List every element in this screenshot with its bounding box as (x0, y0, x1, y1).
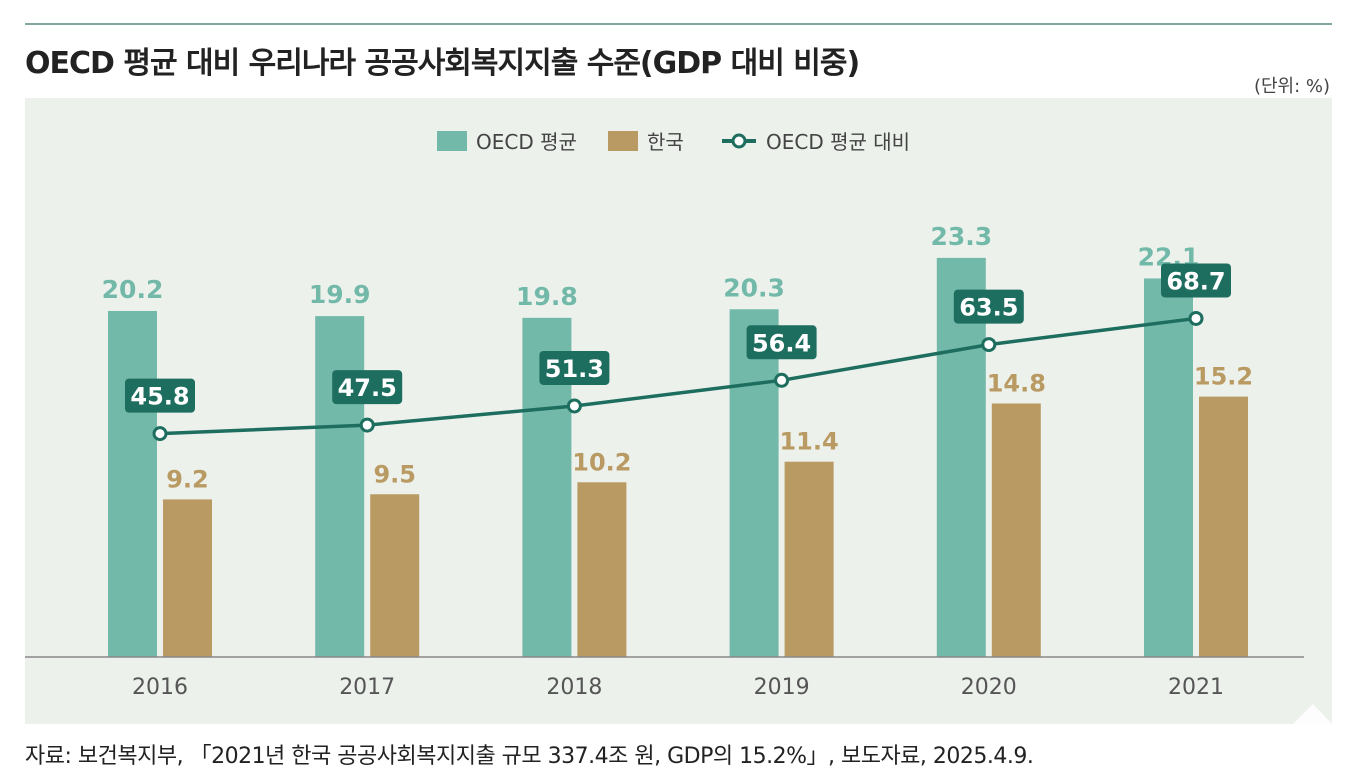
bars-layer: 20.29.219.99.519.810.220.311.423.314.822… (102, 222, 1253, 657)
legend-swatch-oecd (437, 131, 467, 151)
bar-oecd-2016 (108, 310, 157, 657)
bar-korea-2019 (784, 461, 834, 657)
ratio-point-2018 (566, 398, 582, 414)
legend-label-ratio: OECD 평균 대비 (766, 130, 910, 154)
ratio-label-2018: 51.3 (545, 355, 604, 383)
source-note: 자료: 보건복지부, 「2021년 한국 공공사회복지지출 규모 337.4조 … (25, 744, 1034, 769)
ratio-line (159, 316, 1197, 436)
ratio-label-2021: 68.7 (1166, 267, 1225, 295)
bar-korea-2017 (370, 494, 420, 657)
ratio-label-2016: 45.8 (130, 383, 189, 411)
label-oecd-2016: 20.2 (102, 275, 164, 304)
tick-label-2016: 2016 (132, 675, 188, 700)
ratio-point-2021 (1188, 310, 1204, 326)
ratio-label-box-2017 (332, 370, 403, 405)
ratio-point-2016 (152, 426, 168, 442)
ratio-label-2019: 56.4 (752, 329, 811, 357)
label-korea-2016: 9.2 (166, 465, 209, 493)
label-korea-2020: 14.8 (987, 369, 1046, 397)
label-oecd-2019: 20.3 (723, 273, 785, 302)
ratio-label-box-2020 (953, 289, 1024, 324)
ratio-label-2020: 63.5 (959, 294, 1018, 322)
ratio-layer: 45.8 47.5 51.3 56.4 63.5 68.7 (125, 263, 1231, 442)
tick-label-2021: 2021 (1168, 675, 1224, 700)
ratio-label-2017: 47.5 (338, 374, 397, 402)
ratio-point-2020 (981, 337, 997, 353)
bar-korea-2018 (577, 482, 627, 657)
label-korea-2017: 9.5 (373, 460, 416, 488)
label-korea-2018: 10.2 (572, 448, 631, 476)
ratio-point-2017 (359, 417, 375, 433)
label-korea-2019: 11.4 (779, 428, 838, 456)
legend-swatch-korea (608, 131, 638, 151)
bar-korea-2020 (991, 403, 1041, 657)
x-axis-ticks: 2016 2017 2018 2019 2020 2021 (132, 675, 1224, 700)
legend-marker-ratio (731, 133, 747, 149)
legend-label-korea: 한국 (647, 130, 684, 154)
legend: OECD 평균 한국 OECD 평균 대비 (437, 130, 910, 154)
label-oecd-2017: 19.9 (309, 280, 371, 309)
bar-oecd-2019 (729, 309, 779, 657)
corner-mark (1293, 704, 1332, 724)
ratio-label-box-2018 (539, 350, 610, 385)
tick-label-2017: 2017 (339, 675, 395, 700)
top-rule (25, 23, 1332, 25)
ratio-point-2019 (774, 372, 790, 388)
bar-oecd-2020 (936, 257, 986, 657)
legend-label-oecd: OECD 평균 (476, 130, 577, 154)
chart-title: OECD 평균 대비 우리나라 공공사회복지지출 수준(GDP 대비 비중) (25, 46, 860, 81)
bar-oecd-2021 (1144, 278, 1193, 657)
ratio-label-box-2019 (746, 325, 817, 360)
bar-korea-2016 (163, 499, 212, 657)
tick-label-2018: 2018 (546, 675, 602, 700)
unit-label: (단위: %) (1253, 76, 1330, 97)
ratio-label-box-2021 (1161, 263, 1231, 298)
bar-oecd-2017 (315, 316, 365, 657)
bar-korea-2021 (1199, 396, 1248, 657)
chart: OECD 평균 한국 OECD 평균 대비 20.2 9.2 19.9 9.5 19.8… (25, 130, 1332, 724)
chart-panel (25, 98, 1332, 724)
label-oecd-2018: 19.8 (516, 282, 578, 311)
label-korea-2021: 15.2 (1194, 363, 1253, 391)
ratio-label-box-2016 (125, 378, 195, 413)
label-oecd-2020: 23.3 (930, 222, 992, 251)
tick-label-2020: 2020 (961, 675, 1017, 700)
tick-label-2019: 2019 (754, 675, 810, 700)
